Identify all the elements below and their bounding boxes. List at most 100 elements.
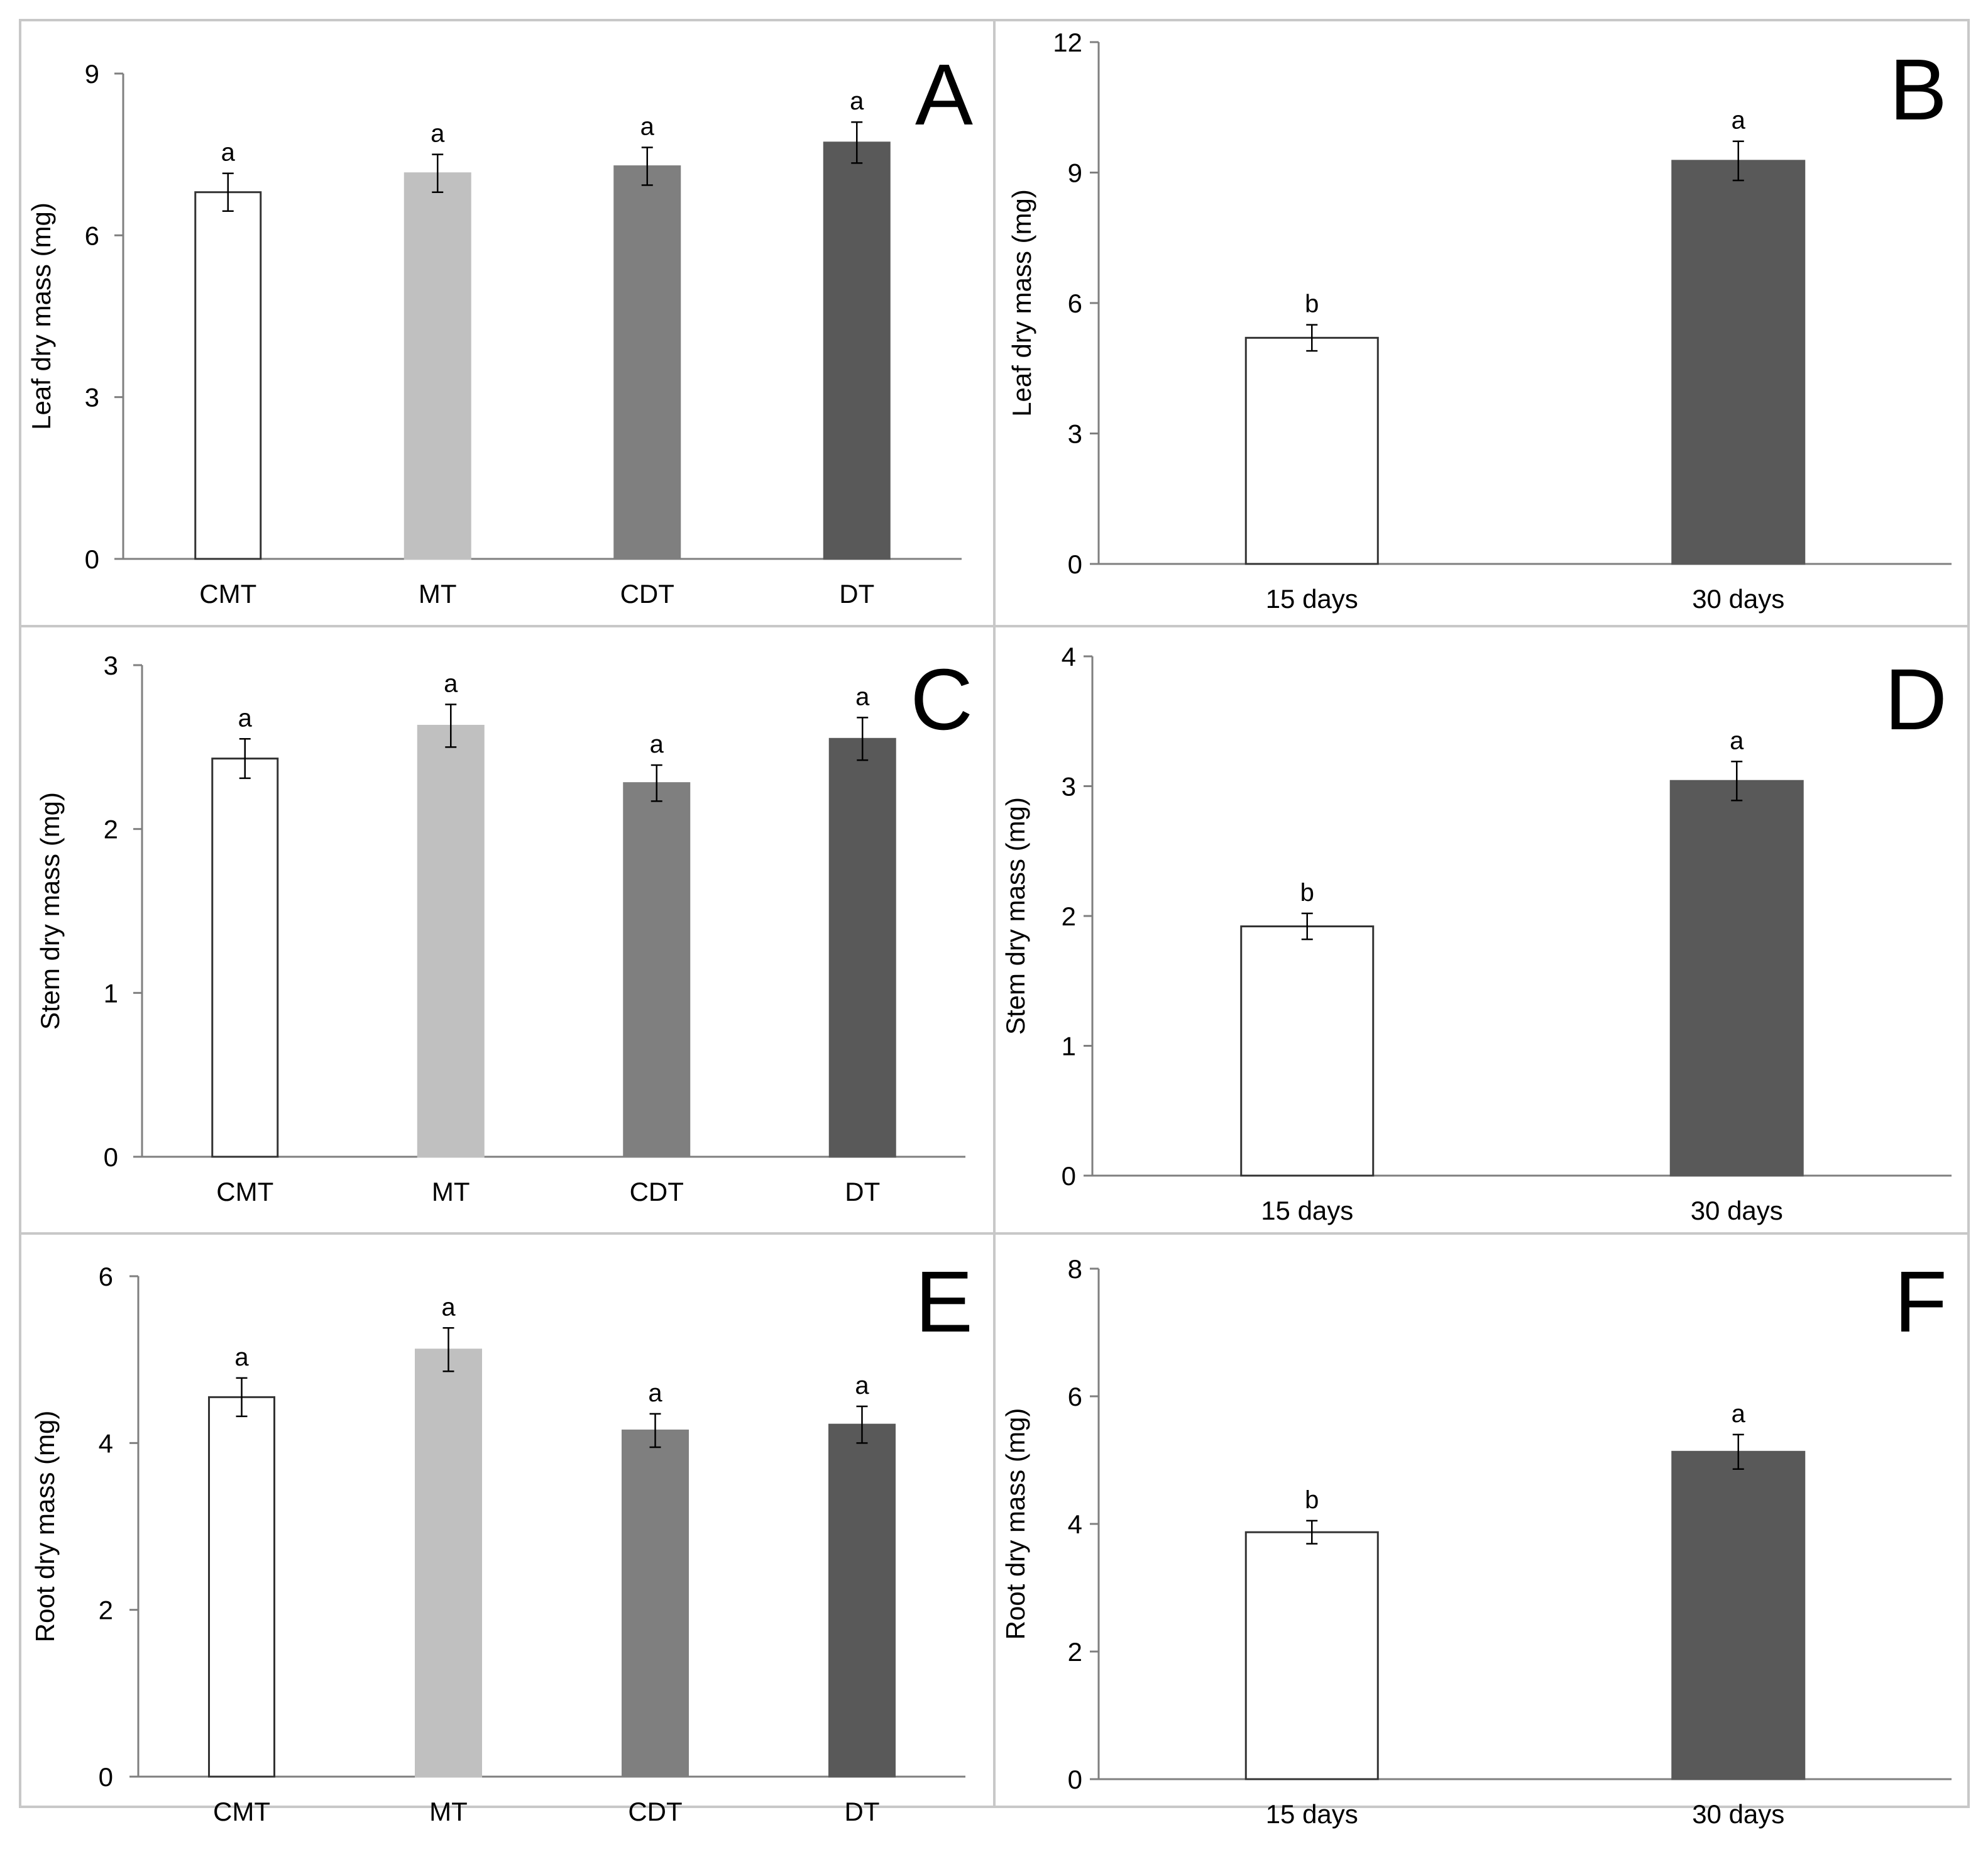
x-tick-label: DT	[845, 1797, 880, 1826]
y-tick-label: 2	[1068, 1637, 1082, 1667]
y-tick-label: 3	[104, 651, 118, 680]
significance-label: a	[234, 1343, 249, 1371]
y-tick-label: 0	[104, 1142, 118, 1172]
bar-cmt	[208, 1396, 275, 1778]
significance-label: a	[850, 87, 864, 115]
x-tick-label: 30 days	[1692, 584, 1784, 614]
y-axis-title: Root dry mass (mg)	[1001, 1408, 1030, 1640]
bar-cdt	[622, 1429, 689, 1778]
x-tick-label: CMT	[216, 1177, 273, 1206]
y-tick-label: 4	[1068, 1509, 1082, 1539]
bar-30-days	[1669, 780, 1804, 1177]
significance-label: a	[431, 120, 445, 148]
panel-letter-d: D	[1884, 651, 1947, 748]
significance-label: a	[238, 704, 253, 732]
significance-label: a	[1732, 1400, 1746, 1428]
chart-stem-treatments: 0 1 2 3 Stem dry mass (mg) a CMT a MT a CDT a DT	[35, 651, 965, 1206]
x-tick-label: 15 days	[1261, 1196, 1353, 1225]
x-tick-label: DT	[839, 579, 874, 609]
significance-label: a	[221, 139, 236, 167]
y-axis-title: Stem dry mass (mg)	[35, 792, 65, 1030]
y-tick-label: 8	[1068, 1254, 1082, 1284]
y-tick-label: 9	[1068, 158, 1082, 188]
y-tick-label: 0	[85, 544, 99, 574]
panel-letter-b: B	[1889, 41, 1947, 138]
bar-cdt	[623, 782, 691, 1158]
bar-15-days	[1244, 336, 1379, 565]
significance-label: a	[1730, 727, 1744, 754]
significance-label: a	[444, 670, 458, 698]
y-tick-label: 0	[1062, 1161, 1076, 1191]
bar-15-days	[1244, 1531, 1379, 1780]
significance-label: a	[441, 1293, 456, 1321]
y-tick-label: 4	[1062, 642, 1076, 671]
bar-mt	[417, 724, 485, 1158]
panel-letter-a: A	[915, 47, 973, 143]
y-tick-label: 12	[1053, 28, 1082, 57]
panel-letter-c: C	[910, 651, 973, 748]
panel-letter-e: E	[915, 1254, 973, 1350]
significance-label: a	[650, 731, 664, 758]
bar-dt	[828, 737, 896, 1158]
y-tick-label: 6	[1068, 289, 1082, 318]
bar-cdt	[613, 165, 681, 560]
bar-mt	[415, 1349, 482, 1778]
y-tick-label: 3	[1068, 419, 1082, 449]
chart-root-days: 0 2 4 6 8 Root dry mass (mg) b 15 days a 30 days	[1001, 1254, 1952, 1829]
y-tick-label: 3	[85, 383, 99, 412]
y-tick-label: 0	[1068, 1765, 1082, 1794]
significance-label: a	[855, 1372, 869, 1399]
x-tick-label: 30 days	[1692, 1799, 1784, 1829]
y-tick-label: 0	[99, 1762, 113, 1792]
x-tick-label: CDT	[628, 1797, 682, 1826]
y-axis-title: Leaf dry mass (mg)	[26, 202, 56, 430]
y-axis-title: Stem dry mass (mg)	[1001, 797, 1030, 1035]
y-tick-label: 3	[1062, 772, 1076, 802]
y-tick-label: 9	[85, 59, 99, 89]
x-tick-label: CMT	[213, 1797, 270, 1826]
x-tick-label: CMT	[199, 579, 256, 609]
x-tick-label: CDT	[630, 1177, 684, 1206]
chart-leaf-treatments: 0 3 6 9 Leaf dry mass (mg) a CMT a MT a CDT a DT	[26, 59, 962, 609]
significance-label: a	[640, 113, 655, 141]
x-tick-label: 15 days	[1266, 1799, 1358, 1829]
chart-stem-days: 0 1 2 3 4 Stem dry mass (mg) b 15 days a 30 days	[1001, 642, 1952, 1225]
bar-30-days	[1671, 160, 1806, 565]
x-tick-label: MT	[429, 1797, 468, 1826]
y-tick-label: 2	[104, 815, 118, 844]
x-tick-label: CDT	[620, 579, 674, 609]
bar-dt	[828, 1423, 896, 1778]
y-tick-label: 1	[1062, 1032, 1076, 1061]
chart-leaf-days: 0 3 6 9 12 Leaf dry mass (mg) b 15 days a 30 days	[1007, 28, 1952, 614]
y-axis-title: Leaf dry mass (mg)	[1007, 189, 1036, 417]
y-tick-label: 2	[99, 1596, 113, 1625]
x-tick-label: 15 days	[1266, 584, 1358, 614]
panel-frame-f	[993, 1232, 1970, 1808]
y-tick-label: 4	[99, 1428, 113, 1458]
x-tick-label: MT	[432, 1177, 470, 1206]
significance-label: b	[1305, 1486, 1319, 1514]
significance-label: b	[1305, 290, 1319, 318]
y-tick-label: 0	[1068, 549, 1082, 579]
y-tick-label: 2	[1062, 902, 1076, 931]
significance-label: a	[648, 1379, 662, 1407]
panel-letter-f: F	[1894, 1254, 1947, 1350]
y-tick-label: 6	[1068, 1382, 1082, 1411]
x-tick-label: DT	[845, 1177, 880, 1206]
y-tick-label: 1	[104, 978, 118, 1008]
bar-mt	[404, 172, 471, 560]
x-tick-label: 30 days	[1691, 1196, 1783, 1225]
bar-30-days	[1671, 1450, 1806, 1780]
y-axis-title: Root dry mass (mg)	[30, 1411, 60, 1643]
x-tick-label: MT	[419, 579, 457, 609]
bar-15-days	[1240, 925, 1375, 1177]
significance-label: a	[855, 683, 870, 710]
bar-cmt	[194, 191, 262, 560]
bar-cmt	[211, 758, 279, 1158]
y-tick-label: 6	[85, 221, 99, 250]
significance-label: a	[1732, 107, 1746, 135]
bar-dt	[823, 141, 891, 560]
significance-label: b	[1300, 879, 1314, 907]
chart-root-treatments: 0 2 4 6 Root dry mass (mg) a CMT a MT a CDT a DT	[30, 1262, 965, 1826]
